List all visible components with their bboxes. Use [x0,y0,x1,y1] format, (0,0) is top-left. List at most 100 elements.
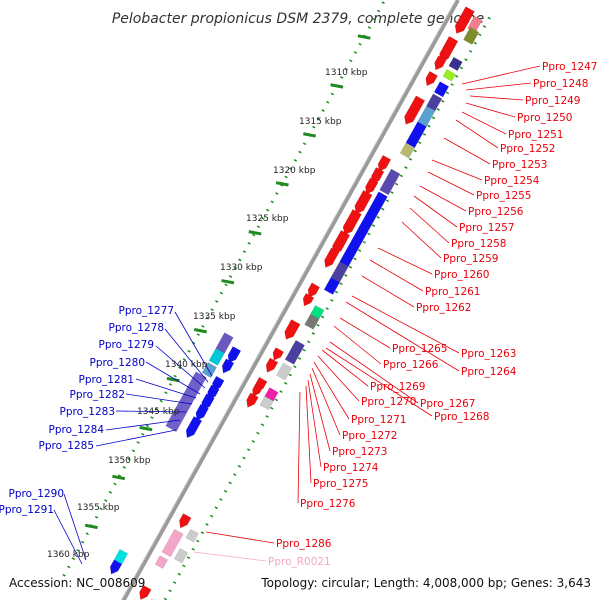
leader-line [307,379,322,468]
gene-label[interactable]: Ppro_1273 [332,446,387,458]
gene-feature [434,55,447,71]
gene-label[interactable]: Ppro_1258 [451,238,506,250]
leader-line [377,247,433,275]
gene-feature [448,56,463,72]
gene-feature [179,513,192,529]
gene-feature [221,358,235,374]
kbp-label: 1320 kbp [273,166,316,176]
gene-label[interactable]: Ppro_1266 [383,359,439,371]
gene-label[interactable]: Ppro_1290 [9,488,64,500]
gene-label[interactable]: Ppro_1280 [90,357,145,369]
kbp-label: 1325 kbp [246,214,289,224]
gene-feature [323,277,341,295]
leader-line [413,195,458,228]
leader-line [135,378,197,399]
gene-label[interactable]: Ppro_1265 [392,343,447,355]
leader-line [339,317,391,349]
gene-feature [454,6,475,34]
leader-line [351,295,460,354]
gene-label[interactable]: Ppro_1283 [60,406,115,418]
left-gene-labels: Ppro_1277 Ppro_1278 Ppro_1279 Ppro_1280 … [0,305,174,516]
leader-line [297,391,301,504]
gene-label[interactable]: Ppro_1277 [119,305,174,317]
gene-label[interactable]: Ppro_1263 [461,348,516,360]
gene-label[interactable]: Ppro_1269 [370,381,425,393]
major-tick [84,523,98,530]
gene-label[interactable]: Ppro_1252 [500,143,555,155]
gene-label[interactable]: Ppro_1276 [300,498,356,510]
major-tick [193,328,207,334]
gene-feature [185,416,203,439]
gene-label[interactable]: Ppro_1259 [443,253,498,265]
major-tick [248,230,262,236]
leader-line [63,493,87,561]
leader-line [313,361,350,420]
gene-label[interactable]: Ppro_1286 [276,538,332,550]
gene-label[interactable]: Ppro_1271 [351,414,406,426]
map-title: Pelobacter propionicus DSM 2379, complet… [112,11,484,27]
leader-line [145,361,201,395]
gene-label[interactable]: Ppro_1247 [542,61,597,73]
gene-feature [154,555,169,569]
leader-line [329,341,419,404]
gene-feature [185,528,199,543]
gene-label[interactable]: Ppro_1254 [484,175,540,187]
rna-label[interactable]: Ppro_R0021 [268,556,331,568]
kbp-label: 1350 kbp [108,456,151,466]
gene-feature [109,559,123,575]
gene-label[interactable]: Ppro_1272 [342,430,397,442]
gene-label[interactable]: Ppro_1250 [517,112,572,124]
leader-line [345,301,460,372]
gene-feature [201,362,218,379]
gene-label[interactable]: Ppro_1255 [476,190,531,202]
leader-line [95,429,177,447]
gene-label[interactable]: Ppro_1278 [109,322,164,334]
leader-line [333,325,382,365]
gene-feature [161,528,184,558]
gene-feature [379,168,401,196]
gene-label[interactable]: Ppro_1248 [533,78,588,90]
gene-label[interactable]: Ppro_1261 [425,286,480,298]
gene-features [109,6,483,600]
gene-label[interactable]: Ppro_1285 [39,440,94,452]
gene-feature [246,392,259,408]
leader-line [465,82,532,91]
leader-line [164,328,209,383]
gene-label[interactable]: Ppro_1257 [459,222,514,234]
gene-label[interactable]: Ppro_1264 [461,366,517,378]
gene-label[interactable]: Ppro_1260 [434,269,489,281]
leader-line [53,509,83,565]
gene-feature [377,154,392,172]
gene-label[interactable]: Ppro_1274 [323,462,379,474]
leader-line [369,259,424,292]
gene-label[interactable]: Ppro_1251 [508,129,563,141]
label-leader-lines [53,65,541,565]
genome-backbone [59,0,491,600]
leader-line [205,531,275,544]
gene-label[interactable]: Ppro_1279 [99,339,154,351]
gene-label[interactable]: Ppro_1267 [420,398,475,410]
gene-label[interactable]: Ppro_1275 [313,478,368,490]
gene-label[interactable]: Ppro_1281 [79,374,134,386]
gene-label[interactable]: Ppro_1291 [0,504,54,516]
gene-feature [276,362,293,381]
leader-line [321,349,369,387]
gene-label[interactable]: Ppro_1284 [49,424,105,436]
major-tick [275,181,289,187]
gene-feature [433,81,450,98]
gene-label[interactable]: Ppro_1270 [361,396,416,408]
leader-line [461,65,541,85]
gene-feature [284,319,301,340]
gene-label[interactable]: Ppro_1282 [70,389,125,401]
gene-label[interactable]: Ppro_1253 [492,159,547,171]
gene-label[interactable]: Ppro_1268 [434,411,489,423]
gene-feature [173,547,189,564]
leader-line [155,345,206,389]
gene-feature [265,357,279,373]
leader-line [427,171,475,196]
gene-label[interactable]: Ppro_1262 [416,302,471,314]
gene-label[interactable]: Ppro_1249 [525,95,580,107]
gene-label[interactable]: Ppro_1256 [468,206,524,218]
